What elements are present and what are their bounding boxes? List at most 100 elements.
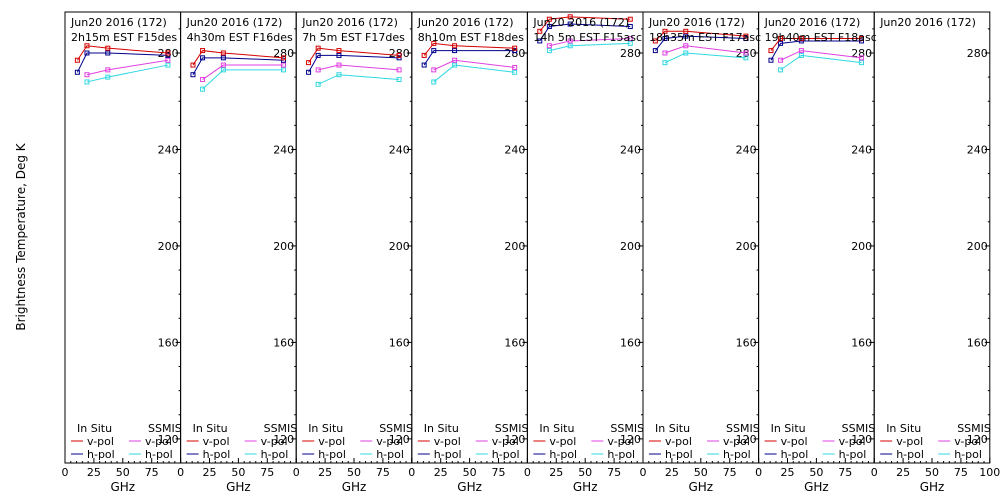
x-tick-label: 25 <box>549 466 563 479</box>
ssmis_h-line <box>202 69 284 90</box>
legend-in-situ-header: In Situ <box>424 422 459 435</box>
ssmis_h-point <box>452 62 458 68</box>
ssmis_h-point <box>858 60 864 66</box>
ssmis_h-point <box>200 86 206 92</box>
ssmis_v-point <box>315 67 321 73</box>
y-tick-label: 200 <box>736 240 757 253</box>
y-tick-label: 200 <box>504 240 525 253</box>
insitu_h-point <box>662 36 668 42</box>
insitu_v-line <box>539 16 631 32</box>
x-tick-label: 25 <box>781 466 795 479</box>
panel-frame <box>64 11 182 464</box>
insitu_h-point <box>336 52 342 58</box>
insitu_h-line <box>770 40 862 61</box>
insitu_h-point <box>652 48 658 54</box>
legend-ssmis-vpol-label: v-pol <box>261 435 288 448</box>
insitu_v-point <box>627 16 633 22</box>
ssmis_v-line <box>202 64 284 80</box>
ssmis_h-point <box>683 50 689 56</box>
insitu_v-point <box>431 40 437 46</box>
panel-2: 0 25 50 75 GHz 120 160 200 240 280 Jun20 2016 (172… <box>177 11 297 494</box>
legend-ssmis-vpol-label: v-pol <box>607 435 634 448</box>
panel-frame <box>642 11 760 464</box>
ssmis_v-point <box>396 67 402 73</box>
ssmis_v-point <box>627 36 633 42</box>
insitu_h-line <box>192 57 284 75</box>
insitu_h-point <box>431 48 437 54</box>
y-tick-label: 160 <box>158 336 179 349</box>
x-tick-label: 0 <box>293 466 300 479</box>
x-axis-label: GHz <box>226 480 251 494</box>
insitu_v-point <box>105 45 111 51</box>
y-tick-label: 240 <box>273 143 294 156</box>
legend-insitu-vpol-label: v-pol <box>665 435 692 448</box>
y-tick-label: 120 <box>273 433 294 446</box>
legend-ssmis-hpol-label: h-pol <box>261 448 289 461</box>
insitu_v-point <box>165 50 171 56</box>
legend-insitu-hpol-label: h-pol <box>896 448 924 461</box>
ssmis_v-point <box>280 62 286 68</box>
y-tick-label: 200 <box>389 240 410 253</box>
ssmis_h-point <box>280 67 286 73</box>
panel-subtitle: 19h40m EST F18asc <box>765 31 877 44</box>
y-tick-label: 200 <box>851 240 872 253</box>
legend-ssmis-hpol-label: h-pol <box>839 448 867 461</box>
y-tick-label: 240 <box>851 143 872 156</box>
insitu_h-line <box>76 52 168 73</box>
x-tick-label: 75 <box>954 466 968 479</box>
legend-insitu-hpol-label: h-pol <box>665 448 693 461</box>
panel-date-title: Jun20 2016 (172) <box>764 16 861 29</box>
y-tick-label: 280 <box>967 47 988 60</box>
x-tick-label: 75 <box>723 466 737 479</box>
y-tick-label: 160 <box>736 336 757 349</box>
insitu_h-point <box>220 55 226 61</box>
panel-date-title: Jun20 2016 (172) <box>186 16 283 29</box>
panel-date-title: Jun20 2016 (172) <box>70 16 167 29</box>
legend-ssmis-hpol-label: h-pol <box>492 448 520 461</box>
insitu_h-point <box>306 69 312 75</box>
legend-ssmis-vpol-label: v-pol <box>954 435 981 448</box>
ssmis_h-point <box>662 60 668 66</box>
panel-date-title: Jun20 2016 (172) <box>532 16 629 29</box>
panel-subtitle: 7h 5m EST F17des <box>302 31 405 44</box>
x-tick-label: 0 <box>177 466 184 479</box>
ssmis_h-line <box>664 52 746 64</box>
ssmis_v-point <box>452 57 458 63</box>
x-tick-label: 75 <box>260 466 274 479</box>
insitu_h-point <box>768 57 774 63</box>
ssmis_h-point <box>315 81 321 87</box>
legend-insitu-vpol-label: v-pol <box>896 435 923 448</box>
ssmis_h-point <box>396 77 402 83</box>
legend-ssmis-vpol-label: v-pol <box>145 435 172 448</box>
x-axis-label: GHz <box>573 480 598 494</box>
ssmis_h-point <box>165 62 171 68</box>
x-axis-label: GHz <box>342 480 367 494</box>
ssmis_v-point <box>165 57 171 63</box>
ssmis_v-point <box>336 62 342 68</box>
panels-group: 0 25 50 75 GHz 120 160 200 240 280 Jun20 2016 (172… <box>62 11 1000 494</box>
legend-insitu-vpol-label: v-pol <box>781 435 808 448</box>
insitu_h-point <box>627 23 633 29</box>
x-tick-label: 0 <box>408 466 415 479</box>
ssmis_h-point <box>743 55 749 61</box>
x-tick-label: 50 <box>116 466 130 479</box>
insitu_h-point <box>74 69 80 75</box>
ssmis_v-point <box>512 64 518 70</box>
legend-in-situ-header: In Situ <box>771 422 806 435</box>
panel-subtitle: 2h15m EST F15des <box>71 31 177 44</box>
insitu_v-point <box>512 45 518 51</box>
y-tick-label: 120 <box>967 433 988 446</box>
legend-ssmis-vpol-label: v-pol <box>492 435 519 448</box>
ssmis_v-point <box>84 72 90 78</box>
ssmis_v-point <box>567 38 573 44</box>
insitu_h-point <box>105 50 111 56</box>
panel-frame <box>758 11 875 464</box>
x-axis-label: GHz <box>688 480 713 494</box>
insitu_v-point <box>200 48 206 54</box>
legend-insitu-hpol-label: h-pol <box>434 448 462 461</box>
insitu_h-point <box>421 62 427 68</box>
ssmis_v-line <box>780 50 862 61</box>
legend-in-situ-header: In Situ <box>308 422 343 435</box>
legend-ssmis-hpol-label: h-pol <box>607 448 635 461</box>
y-tick-label: 200 <box>158 240 179 253</box>
